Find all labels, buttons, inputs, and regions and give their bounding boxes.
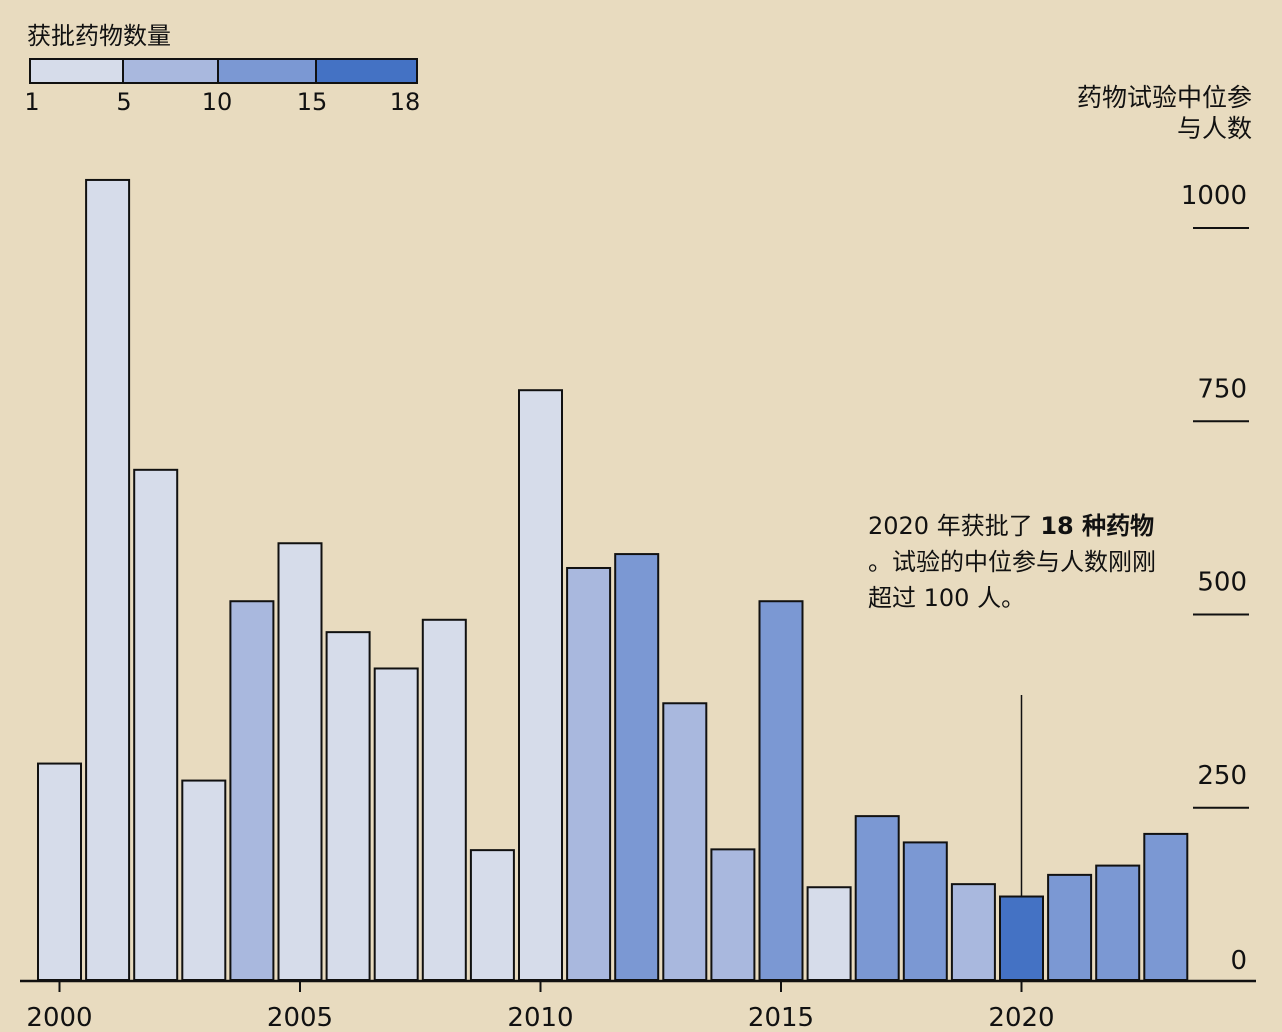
x-tick-label: 2010 — [507, 1003, 573, 1032]
bar-2002 — [133, 468, 179, 981]
bar-2023 — [1143, 832, 1189, 982]
bar-2009 — [469, 849, 515, 981]
x-tick-label: 2005 — [267, 1003, 333, 1032]
legend-segment — [219, 60, 317, 82]
bar-2005 — [277, 542, 323, 981]
legend-segment — [31, 60, 124, 82]
bar-2001 — [85, 178, 131, 981]
annotation-text: 2020 年获批了 18 种药物 。试验的中位参与人数刚刚超过 100 人。 — [868, 508, 1168, 616]
legend-color-scale — [29, 58, 418, 84]
y-tick-label: 1000 — [1181, 181, 1247, 211]
bar-2000 — [37, 762, 82, 981]
bar-2020 — [999, 895, 1044, 981]
bar-2022 — [1095, 864, 1141, 982]
bar-2016 — [806, 886, 852, 981]
legend-tick-label: 18 — [389, 88, 421, 116]
legend-title: 获批药物数量 — [27, 22, 171, 50]
y-tick-label: 0 — [1230, 946, 1247, 976]
y-tick-label: 500 — [1197, 568, 1247, 598]
bar-2011 — [566, 566, 612, 982]
annotation-prefix: 2020 年获批了 — [868, 512, 1041, 540]
y-axis-title-line1: 药物试验中位参 — [1076, 83, 1252, 112]
bar-2003 — [181, 779, 227, 981]
bar-2008 — [421, 618, 467, 981]
y-tick-label: 250 — [1197, 761, 1247, 791]
bar-2013 — [662, 702, 708, 981]
bar-2010 — [518, 389, 563, 981]
y-axis-title-line2: 与人数 — [1176, 114, 1252, 143]
bar-2007 — [373, 667, 419, 982]
legend-tick-label: 10 — [201, 88, 233, 116]
bar-2012 — [614, 553, 660, 982]
legend-segment — [124, 60, 219, 82]
x-tick-label: 2020 — [988, 1003, 1054, 1032]
y-axis-title: 药物试验中位参 与人数 — [1032, 82, 1252, 144]
bar-2021 — [1047, 873, 1093, 982]
bar-2014 — [710, 848, 756, 981]
legend-tick-label: 1 — [24, 88, 40, 116]
bar-2004 — [229, 600, 275, 981]
bar-2017 — [854, 815, 900, 982]
x-tick-label: 2000 — [26, 1003, 92, 1032]
bar-2015 — [758, 600, 804, 981]
x-tick-label: 2015 — [748, 1003, 814, 1032]
bar-2019 — [950, 883, 996, 982]
legend-segment — [317, 60, 416, 82]
annotation-suffix: 。试验的中位参与人数刚刚超过 100 人。 — [868, 548, 1156, 612]
bar-2006 — [325, 631, 371, 982]
y-tick-label: 750 — [1197, 374, 1247, 404]
annotation-bold: 18 种药物 — [1040, 512, 1155, 540]
legend-tick-label: 15 — [296, 88, 328, 116]
bar-2018 — [902, 841, 948, 981]
legend-tick-label: 5 — [116, 88, 132, 116]
